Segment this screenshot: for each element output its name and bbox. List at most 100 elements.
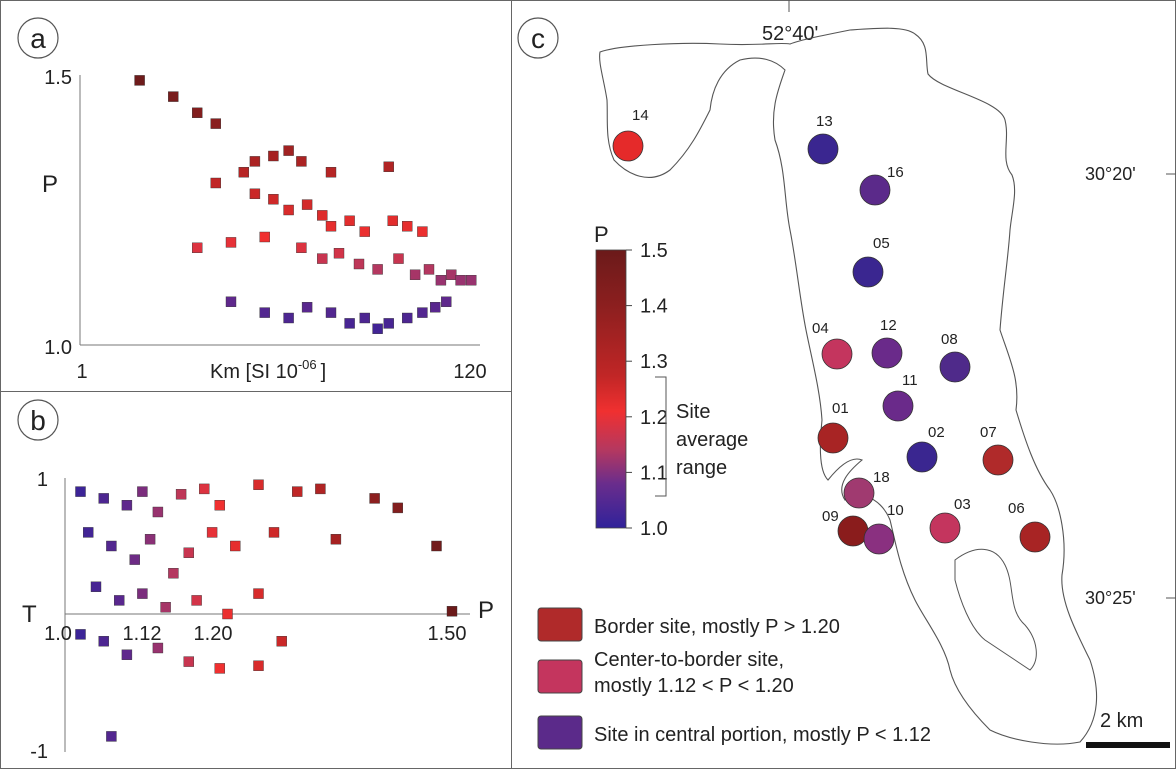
data-point [249,188,261,200]
panel-a-axes [79,75,480,346]
data-point [183,547,195,558]
data-point [222,608,233,620]
panel-b-letter: b [17,399,59,441]
data-point [369,493,380,504]
data-point [387,215,398,227]
site-label: 18 [873,469,890,486]
panel-a-ylabel: P [42,171,58,198]
data-point [113,595,125,606]
site-marker-16 [859,174,891,206]
data-point [417,226,428,237]
data-point [259,307,270,318]
colorbar-bracket-label-2: average [676,429,748,451]
panel-a-ytick-top: 1.5 [44,67,72,89]
colorbar-bracket-label-1: Site [676,401,710,423]
site-label: 12 [880,317,897,334]
data-point [325,220,337,232]
data-point [325,166,337,178]
data-point [430,302,441,313]
colorbar-tick-label: 1.3 [640,351,668,373]
data-point [296,242,307,254]
data-point [225,296,237,307]
site-marker-13 [807,133,839,165]
site-marker-02 [906,441,938,473]
panel-a-xtick-right: 120 [453,361,486,383]
data-point [249,156,261,167]
colorbar [595,249,627,529]
site-marker-04 [821,338,853,370]
panel-b-xtick-3: 1.20 [194,623,233,645]
site-marker-12 [871,337,903,369]
site-label: 14 [632,107,649,124]
site-label: 02 [928,424,945,441]
legend: Border site, mostly P > 1.20 Center-to-b… [537,607,931,750]
panel-b-points [75,479,458,742]
colorbar-ticks: 1.5 1.4 1.3 1.2 1.1 1.0 [626,240,668,540]
data-point [214,663,226,674]
data-point [82,527,94,538]
panel-b-xlabel: P [478,597,494,624]
data-point [214,500,226,511]
data-point [402,312,413,324]
data-point [283,204,294,216]
colorbar-tick-label: 1.2 [640,407,668,429]
panel-c-letter: c [517,17,559,59]
panel-c-letter-text: c [531,23,545,54]
legend-label-center-2: mostly 1.12 < P < 1.20 [594,675,794,697]
data-point [317,253,328,264]
data-point [121,649,133,660]
site-label: 07 [980,424,997,441]
data-point [325,307,337,318]
data-point [330,534,342,545]
colorbar-title: P [594,222,609,247]
data-point [372,323,383,334]
panel-a-letter: a [17,17,59,59]
data-point [168,568,179,579]
data-point [441,296,452,307]
data-point [168,91,179,102]
data-point [392,502,403,514]
data-point [268,150,279,162]
data-point [301,302,313,313]
panel-a-ytick-bottom: 1.0 [44,337,72,359]
data-point [121,500,133,511]
data-point [152,642,164,654]
site-markers: 14 13 16 05 04 12 08 11 01 02 07 18 09 10 03 06 [612,107,1051,555]
data-point [191,242,203,254]
site-marker-18 [843,477,875,509]
panel-b-letter-text: b [30,405,46,436]
data-point [134,75,145,86]
data-point [106,731,117,742]
data-point [296,156,307,167]
site-marker-05 [852,256,884,288]
scalebar [1086,742,1170,748]
data-point [137,486,148,497]
panel-a-xlabel-main: Km [SI 10 [210,361,298,383]
data-point [106,540,117,552]
site-marker-09 [837,515,869,547]
data-point [333,247,345,259]
data-point [446,269,457,280]
site-marker-10 [863,523,895,555]
data-point [402,220,413,232]
colorbar-bracket-label-3: range [676,457,727,479]
site-marker-07 [982,444,1014,476]
data-point [383,318,394,329]
panel-b-xtick-2: 1.12 [123,623,162,645]
data-point [435,275,447,286]
colorbar-tick-label: 1.0 [640,518,668,540]
site-label: 04 [812,320,829,337]
data-point [359,312,370,324]
panel-a-xtick-left: 1 [76,361,87,383]
colorbar-tick-label: 1.1 [640,462,668,484]
data-point [175,489,187,500]
site-marker-08 [939,351,971,383]
data-point [144,534,156,545]
data-point [283,312,294,324]
data-point [137,588,148,599]
data-point [152,506,164,518]
site-label: 05 [873,235,890,252]
site-label: 08 [941,331,958,348]
data-point [315,483,326,495]
